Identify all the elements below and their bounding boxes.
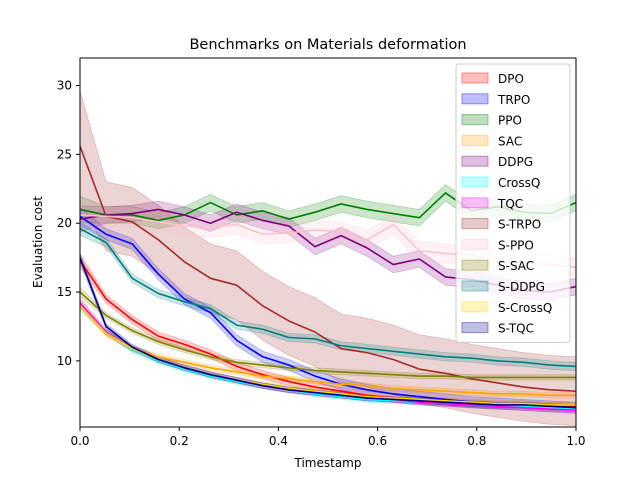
legend-label-crossq: CrossQ: [498, 176, 540, 190]
band-s-ppo: [80, 199, 576, 278]
legend-label-s-tqc: S-TQC: [498, 322, 534, 336]
y-tick-label: 25: [57, 147, 72, 161]
legend-swatch-s-sac: [461, 259, 489, 271]
band-trpo: [80, 207, 576, 414]
line-s-ddpg: [80, 228, 576, 368]
legend-swatch-dpo: [461, 72, 489, 84]
legend-label-s-ddpg: S-DDPG: [498, 280, 545, 294]
legend-label-sac: SAC: [498, 134, 522, 148]
x-tick-label: 1.0: [566, 434, 585, 448]
legend-swatch-s-crossq: [461, 301, 489, 313]
legend-label-s-trpo: S-TRPO: [498, 218, 541, 232]
band-s-crossq: [80, 300, 576, 409]
band-dpo: [80, 253, 576, 411]
band-s-sac: [80, 287, 576, 381]
legend-swatch-ppo: [461, 114, 489, 126]
legend-swatch-sac: [461, 134, 489, 146]
plot-frame: [79, 57, 577, 428]
x-tick-label: 0.8: [467, 434, 486, 448]
band-ppo: [80, 184, 576, 230]
y-tick-label: 30: [57, 79, 72, 93]
legend-swatch-s-ddpg: [461, 280, 489, 292]
y-tick-label: 20: [57, 216, 72, 230]
line-s-trpo: [80, 145, 576, 393]
chart-title: Benchmarks on Materials deformation: [189, 37, 466, 53]
line-sac: [80, 302, 576, 397]
y-tick-label: 15: [57, 285, 72, 299]
legend-label-s-sac: S-SAC: [498, 259, 534, 273]
y-axis-label: Evaluation cost: [31, 196, 45, 288]
legend-swatch-tqc: [461, 197, 489, 209]
band-s-tqc: [80, 253, 576, 411]
x-tick-label: 0.0: [70, 434, 89, 448]
y-tick-label: 10: [57, 354, 72, 368]
band-crossq: [80, 300, 576, 413]
legend-label-ddpg: DDPG: [498, 155, 533, 169]
legend-label-s-crossq: S-CrossQ: [498, 301, 552, 315]
y-axis: 10 15 20 25 30: [57, 79, 80, 368]
x-axis: 0.0 0.2 0.4 0.6 0.8 1.0: [70, 427, 586, 448]
legend-swatch-ddpg: [461, 155, 489, 167]
x-tick-label: 0.4: [269, 434, 288, 448]
legend-label-s-ppo: S-PPO: [498, 238, 534, 252]
band-tqc: [80, 298, 576, 414]
legend: DPO TRPO PPO SAC DDPG CrossQ TQC S-TRPO S-PPO S-S…: [455, 63, 571, 343]
legend-label-tqc: TQC: [497, 197, 523, 211]
band-ddpg: [80, 200, 576, 301]
legend-label-dpo: DPO: [498, 72, 524, 86]
line-s-tqc: [80, 257, 576, 409]
legend-box: [455, 63, 571, 343]
x-axis-label: Timestamp: [294, 456, 362, 470]
x-tick-label: 0.2: [170, 434, 189, 448]
legend-label-ppo: PPO: [498, 114, 522, 128]
legend-swatch-s-ppo: [461, 238, 489, 250]
legend-swatch-trpo: [461, 93, 489, 105]
legend-swatch-s-trpo: [461, 218, 489, 230]
band-s-trpo: [80, 90, 576, 427]
x-tick-label: 0.6: [368, 434, 387, 448]
legend-swatch-s-tqc: [461, 322, 489, 334]
legend-swatch-crossq: [461, 176, 489, 188]
line-s-sac: [80, 291, 576, 379]
legend-label-trpo: TRPO: [497, 93, 530, 107]
